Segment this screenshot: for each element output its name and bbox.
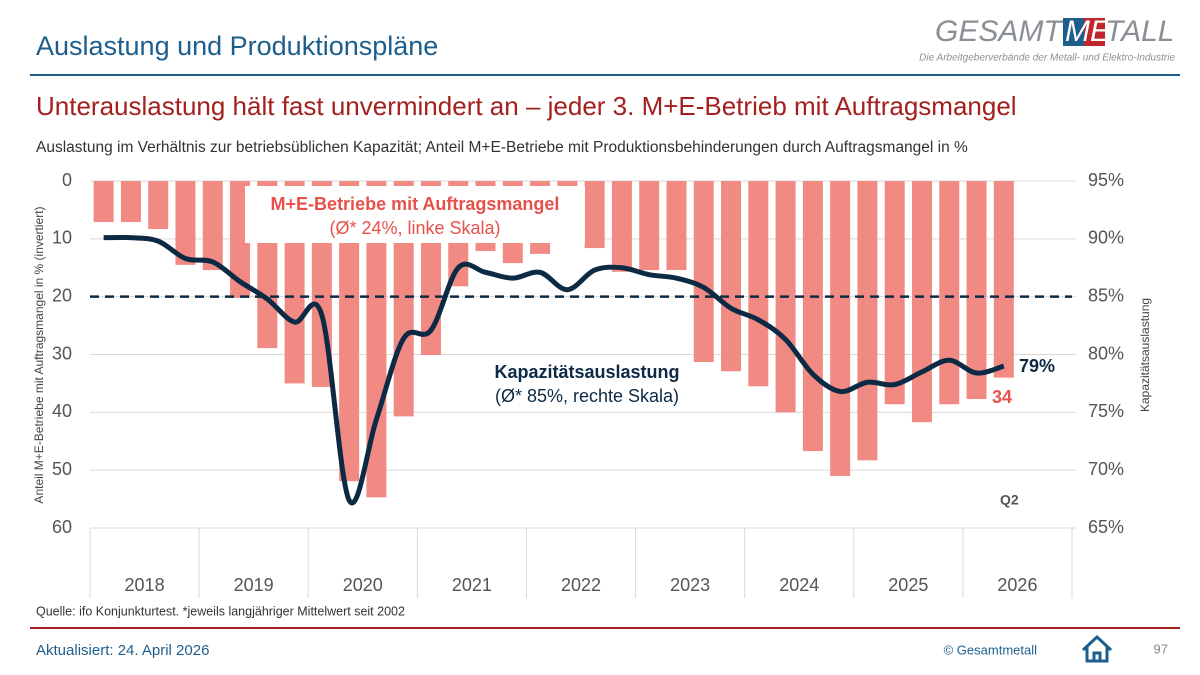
y2-tick-label: 70% <box>1088 459 1124 479</box>
annotation: 34 <box>992 387 1012 407</box>
x-group-label: 2024 <box>779 575 819 595</box>
x-group-label: 2023 <box>670 575 710 595</box>
y2-tick-label: 75% <box>1088 401 1124 421</box>
chart-title: Unterauslastung hält fast unvermindert a… <box>36 91 1017 121</box>
y-axis-title: Anteil M+E-Betriebe mit Auftragsmangel i… <box>32 206 46 503</box>
logo-box <box>1084 18 1105 46</box>
y-tick-label: 40 <box>52 401 72 421</box>
copyright: © Gesamtmetall <box>944 642 1037 657</box>
logo-tagline: Die Arbeitgeberverbände der Metall- und … <box>919 53 1175 64</box>
legend-label: M+E-Betriebe mit Auftragsmangel <box>271 194 560 214</box>
x-group-label: 2022 <box>561 575 601 595</box>
y2-tick-label: 95% <box>1088 170 1124 190</box>
bar <box>175 181 196 265</box>
updated-date: Aktualisiert: 24. April 2026 <box>36 642 209 659</box>
logo-highlight: ME <box>1065 15 1111 48</box>
y2-tick-label: 90% <box>1088 228 1124 248</box>
y2-tick-label: 85% <box>1088 285 1124 305</box>
y-tick-label: 50 <box>52 459 72 479</box>
x-group-label: 2020 <box>343 575 383 595</box>
y-tick-label: 0 <box>62 170 72 190</box>
bar <box>666 181 687 271</box>
x-group-label: 2026 <box>997 575 1037 595</box>
legend-note: (Ø* 24%, linke Skala) <box>329 218 500 238</box>
legend-box <box>245 186 585 243</box>
bar <box>693 181 714 363</box>
bar <box>939 181 960 405</box>
page-title: Auslastung und Produktionspläne <box>36 31 438 61</box>
plot: 0 10 20 30 40 50 60 95% 90% 85% 80% 75% 70% 65% 2018 20… <box>52 170 1124 598</box>
bar <box>748 181 769 387</box>
y-tick-label: 20 <box>52 285 72 305</box>
bar <box>93 181 114 223</box>
x-group-label: 2021 <box>452 575 492 595</box>
x-group-label: 2019 <box>234 575 274 595</box>
bar <box>339 181 360 482</box>
bar <box>202 181 223 271</box>
chart-subtitle: Auslastung im Verhältnis zur betriebsübl… <box>36 139 968 156</box>
bar <box>884 181 905 405</box>
x-group-label: 2025 <box>888 575 928 595</box>
y-tick-label: 60 <box>52 517 72 537</box>
bar <box>148 181 169 230</box>
y2-tick-label: 80% <box>1088 343 1124 363</box>
legend-note: (Ø* 85%, rechte Skala) <box>495 386 679 406</box>
y2-axis-title: Kapazitätsauslastung <box>1138 298 1152 412</box>
bar <box>120 181 141 223</box>
line <box>103 234 1005 506</box>
source-note: Quelle: ifo Konjunkturtest. *jeweils lan… <box>36 604 405 618</box>
bar <box>993 181 1014 378</box>
bar <box>966 181 987 400</box>
logo: GESAMT ME TALL Die Arbeitgeberverbände d… <box>919 15 1175 64</box>
bar <box>721 181 742 372</box>
logo-part: TALL <box>1105 15 1174 48</box>
home-button[interactable] <box>1081 634 1113 663</box>
logo-part: GESAMT <box>935 15 1064 48</box>
x-group-label: 2018 <box>125 575 165 595</box>
annotation: Q2 <box>1000 492 1019 508</box>
bar <box>857 181 878 461</box>
bar <box>639 181 660 271</box>
y-tick-label: 30 <box>52 343 72 363</box>
legend-label: Kapazitätsauslastung <box>494 362 679 382</box>
bar <box>584 181 605 249</box>
bar <box>830 181 851 476</box>
y2-tick-label: 65% <box>1088 517 1124 537</box>
annotation: 79% <box>1019 356 1055 376</box>
bar <box>911 181 932 423</box>
bar <box>802 181 823 452</box>
page-number: 97 <box>1154 641 1168 656</box>
y-tick-label: 10 <box>52 228 72 248</box>
bar <box>366 181 387 498</box>
bar <box>611 181 632 272</box>
